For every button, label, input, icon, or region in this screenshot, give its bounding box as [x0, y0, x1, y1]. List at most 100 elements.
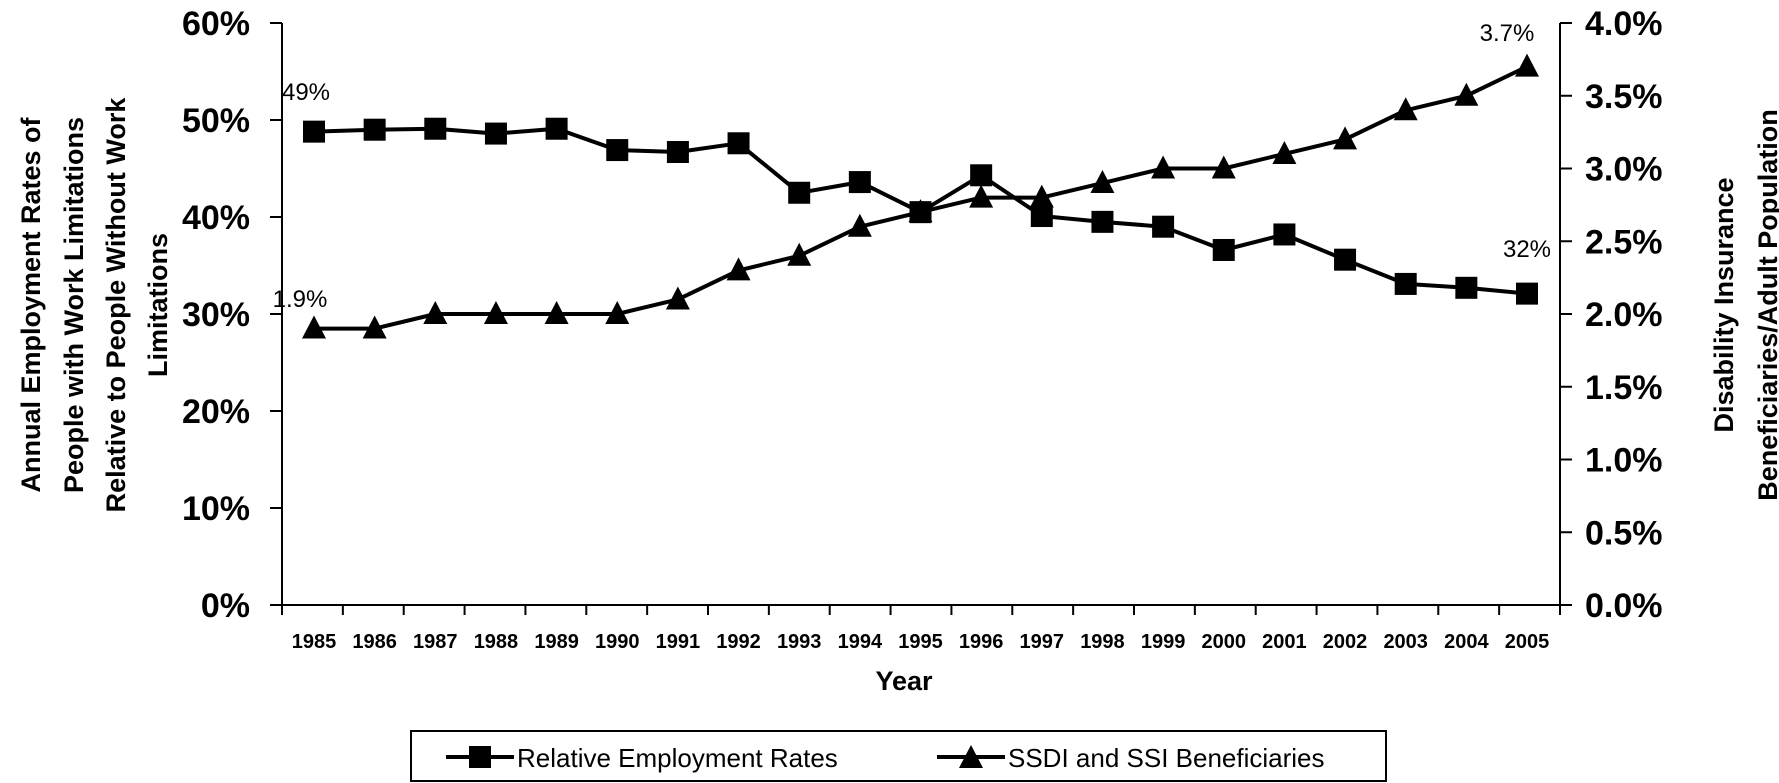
data-point-triangle — [908, 199, 933, 223]
right-tick-label: 1.5% — [1585, 369, 1663, 407]
series-line-beneficiaries — [314, 64, 1528, 331]
right-tick-label: 2.5% — [1585, 223, 1663, 261]
data-point-triangle — [847, 213, 872, 237]
x-tick-label: 1999 — [1141, 631, 1186, 653]
x-tick-label: 1987 — [413, 631, 458, 653]
x-tick-label: 1989 — [534, 631, 579, 653]
x-tick-label: 1990 — [595, 631, 640, 653]
x-tick-label: 1998 — [1080, 631, 1125, 653]
x-tick-label: 1997 — [1020, 631, 1065, 653]
x-tick-label: 2000 — [1202, 631, 1247, 653]
data-point-triangle — [1090, 170, 1115, 194]
x-ticks: 1985 1986 1987 1988 1989 1990 1991 1992 1993 1994… — [281, 605, 1561, 653]
data-point-square — [1030, 205, 1053, 228]
series-lines — [313, 64, 1528, 331]
left-y-axis-title-line: Relative to People Without Work — [101, 97, 131, 513]
data-point-square — [484, 122, 507, 145]
data-point-square — [1091, 210, 1114, 233]
x-tick-label: 1995 — [898, 631, 943, 653]
data-point-triangle — [1515, 53, 1539, 77]
x-tick-label: 1992 — [716, 631, 761, 653]
right-y-ticks: 0.0% 0.5% 1.0% 1.5% 2.0% 2.5% 3.0% 3.5% 4.0% — [1560, 5, 1663, 625]
data-point-square — [303, 120, 325, 143]
x-axis-title: Year — [875, 666, 933, 696]
x-tick-label: 1994 — [838, 631, 883, 653]
series-markers — [302, 53, 1539, 339]
data-point-square — [727, 132, 750, 155]
right-tick-label: 0.0% — [1585, 587, 1663, 625]
x-tick-label: 2001 — [1262, 631, 1307, 653]
left-tick-label: 10% — [182, 490, 250, 528]
data-point-triangle — [1029, 184, 1054, 208]
data-point-square — [1212, 238, 1235, 261]
right-y-axis-title-line: Beneficiaries/Adult Population — [1753, 109, 1779, 501]
data-point-square — [1152, 215, 1175, 238]
x-tick-label: 1988 — [474, 631, 519, 653]
data-point-triangle — [1151, 155, 1176, 179]
right-tick-label: 0.5% — [1585, 514, 1663, 552]
data-point-triangle — [787, 242, 812, 266]
x-tick-label: 1991 — [656, 631, 701, 653]
data-point-square — [1394, 272, 1417, 295]
data-point-triangle — [302, 315, 326, 339]
annotation-beneficiaries-start: 1.9% — [273, 286, 328, 313]
annotation-employment-start: 49% — [282, 79, 330, 106]
right-tick-label: 2.0% — [1585, 296, 1663, 334]
data-point-square — [788, 181, 811, 204]
data-point-square — [1516, 282, 1538, 305]
data-point-square — [545, 117, 568, 140]
legend-item-relative-employment: Relative Employment Rates — [446, 743, 838, 773]
data-point-triangle — [362, 315, 387, 339]
legend-triangle-marker — [959, 745, 983, 768]
right-tick-label: 3.0% — [1585, 151, 1663, 189]
left-y-axis-title-line: Annual Employment Rates of — [16, 116, 46, 492]
x-tick-label: 1993 — [777, 631, 822, 653]
right-tick-label: 4.0% — [1585, 5, 1663, 43]
x-tick-label: 1985 — [292, 631, 337, 653]
left-tick-label: 30% — [182, 296, 250, 334]
data-point-triangle — [605, 301, 630, 324]
legend-square-marker — [469, 746, 491, 768]
legend-label-beneficiaries: SSDI and SSI Beneficiaries — [1008, 743, 1325, 773]
left-tick-label: 20% — [182, 393, 250, 431]
x-tick-label: 2005 — [1505, 631, 1550, 653]
left-y-ticks: 0% 10% 20% 30% 40% 50% 60% — [182, 5, 282, 625]
x-tick-label: 2003 — [1383, 631, 1428, 653]
data-point-square — [970, 164, 993, 187]
data-point-square — [363, 118, 386, 141]
data-point-triangle — [1272, 140, 1297, 164]
data-point-triangle — [1454, 82, 1479, 106]
data-point-square — [606, 139, 629, 162]
data-point-triangle — [483, 301, 508, 324]
legend-item-beneficiaries: SSDI and SSI Beneficiaries — [937, 743, 1325, 773]
x-tick-label: 1996 — [959, 631, 1004, 653]
x-tick-label: 2004 — [1444, 631, 1489, 653]
left-y-axis-title-line: Limitations — [143, 233, 173, 377]
data-point-triangle — [665, 286, 690, 310]
annotation-beneficiaries-end: 3.7% — [1480, 20, 1535, 47]
legend-box — [410, 730, 1387, 782]
left-tick-label: 60% — [182, 5, 250, 43]
left-tick-label: 50% — [182, 102, 250, 140]
right-y-axis-title-line: Disability Insurance — [1709, 177, 1739, 432]
left-y-axis-title: Annual Employment Rates of People with Wo… — [16, 97, 173, 513]
data-point-triangle — [1333, 126, 1358, 150]
legend: Relative Employment Rates SSDI and SSI B… — [410, 730, 1387, 782]
data-point-square — [424, 117, 447, 140]
data-point-square — [848, 171, 871, 194]
legend-label-relative-employment: Relative Employment Rates — [517, 743, 838, 773]
left-tick-label: 40% — [182, 199, 250, 237]
data-point-triangle — [1393, 97, 1418, 121]
left-tick-label: 0% — [201, 587, 250, 625]
x-tick-label: 2002 — [1323, 631, 1368, 653]
data-point-triangle — [1211, 155, 1236, 179]
data-point-square — [666, 141, 689, 164]
data-point-triangle — [726, 257, 751, 281]
data-point-triangle — [969, 184, 994, 208]
x-tick-label: 1986 — [352, 631, 397, 653]
data-point-triangle — [423, 301, 448, 324]
right-tick-label: 3.5% — [1585, 78, 1663, 116]
data-point-square — [1334, 248, 1357, 271]
right-y-axis-title: Disability Insurance Beneficiaries/Adult … — [1709, 109, 1779, 501]
